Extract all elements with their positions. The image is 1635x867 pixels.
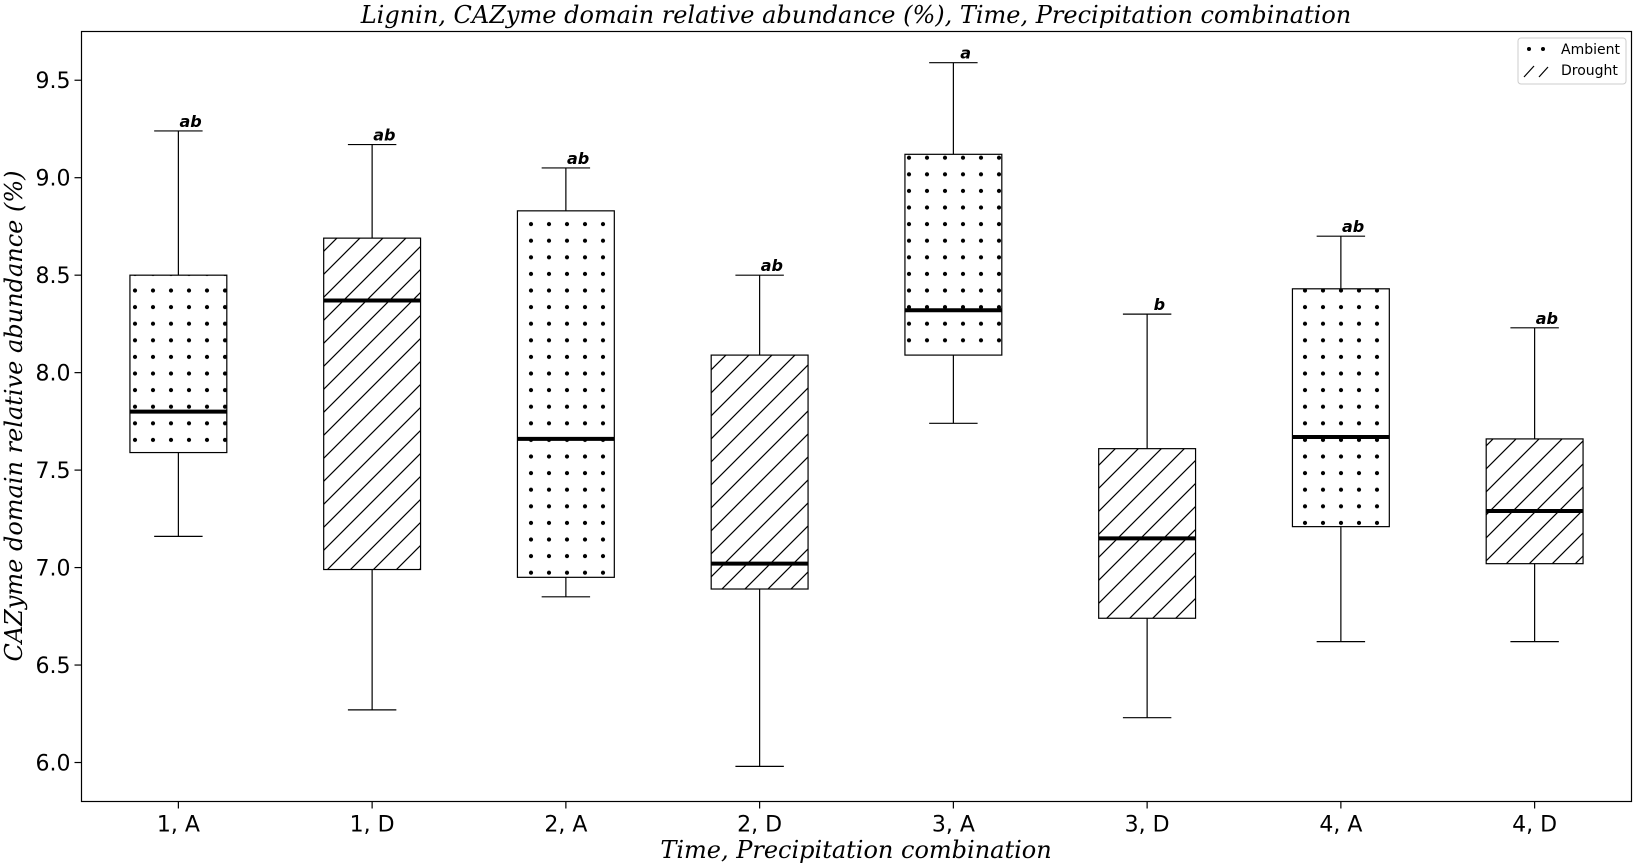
significance-label: ab <box>761 256 783 275</box>
legend-frame <box>1517 37 1627 85</box>
box-5: a <box>904 44 1003 424</box>
x-tick-label: 3, A <box>932 813 975 838</box>
x-tick-label: 1, D <box>350 813 395 838</box>
box-3: ab <box>516 149 615 598</box>
significance-label: ab <box>1342 217 1364 236</box>
significance-label: ab <box>179 112 201 131</box>
x-axis: 1, A 1, D 2, A 2, D 3, A 3, D 4, A 4, D <box>157 801 1557 838</box>
box-2: ab <box>323 126 422 711</box>
legend: Ambient Drought <box>1517 37 1627 85</box>
box-iqr <box>1098 448 1197 619</box>
legend-label-ambient: Ambient <box>1561 42 1620 58</box>
significance-label: ab <box>1536 309 1558 328</box>
box-iqr <box>323 237 422 571</box>
x-tick-label: 2, A <box>544 813 587 838</box>
legend-swatch-hatch <box>1523 65 1549 78</box>
x-tick-label: 1, A <box>157 813 200 838</box>
y-tick-label: 6.0 <box>36 752 71 777</box>
x-tick-label: 2, D <box>737 813 782 838</box>
box-6: b <box>1098 295 1197 719</box>
significance-label: a <box>960 44 971 63</box>
legend-swatch-dots <box>1527 47 1545 51</box>
y-tick-label: 6.5 <box>36 654 71 679</box>
box-iqr <box>516 210 615 578</box>
significance-label: b <box>1154 295 1165 314</box>
legend-label-drought: Drought <box>1561 63 1618 79</box>
y-tick-label: 7.5 <box>36 459 71 484</box>
x-tick-label: 4, A <box>1319 813 1362 838</box>
box-8: ab <box>1485 309 1584 643</box>
plot-area-frame <box>80 30 1633 803</box>
y-tick-label: 9.0 <box>36 167 71 192</box>
y-axis-label: CAZyme domain relative abundance (%) <box>0 170 28 661</box>
box-iqr <box>1485 438 1584 565</box>
y-tick-label: 7.0 <box>36 557 71 582</box>
box-iqr <box>710 354 809 590</box>
box-iqr <box>904 153 1003 356</box>
box-iqr <box>1291 288 1390 528</box>
x-axis-label: Time, Precipitation combination <box>660 836 1051 864</box>
y-tick-label: 8.5 <box>36 264 71 289</box>
chart-title: Lignin, CAZyme domain relative abundance… <box>360 1 1352 29</box>
significance-label: ab <box>373 126 395 145</box>
significance-label: ab <box>567 149 589 168</box>
y-tick-label: 9.5 <box>36 69 71 94</box>
box-4: ab <box>710 256 809 768</box>
box-iqr <box>129 274 228 454</box>
y-axis: 6.0 6.5 7.0 7.5 8.0 8.5 9.0 9.5 <box>36 69 82 777</box>
x-tick-label: 3, D <box>1125 813 1170 838</box>
x-tick-label: 4, D <box>1512 813 1557 838</box>
box-7: ab <box>1291 217 1390 643</box>
y-tick-label: 8.0 <box>36 362 71 387</box>
box-1: ab <box>129 112 228 537</box>
